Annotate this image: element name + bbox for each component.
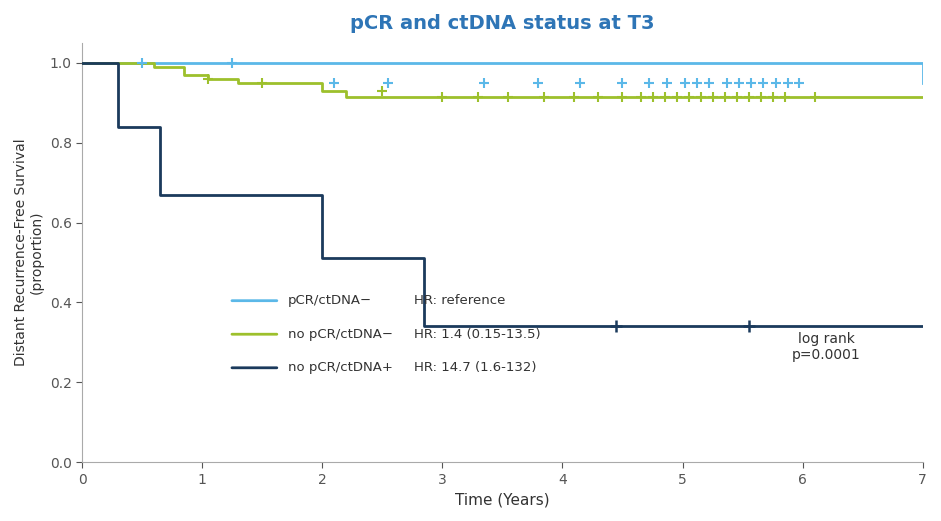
Title: pCR and ctDNA status at T3: pCR and ctDNA status at T3 (350, 14, 655, 33)
Text: log rank
p=0.0001: log rank p=0.0001 (791, 332, 860, 362)
X-axis label: Time (Years): Time (Years) (455, 492, 550, 507)
Text: HR: reference: HR: reference (414, 294, 505, 307)
Y-axis label: Distant Recurrence-Free Survival
(proportion): Distant Recurrence-Free Survival (propor… (14, 139, 44, 366)
Text: no pCR/ctDNA−: no pCR/ctDNA− (288, 328, 393, 341)
Text: pCR/ctDNA−: pCR/ctDNA− (288, 294, 372, 307)
Text: no pCR/ctDNA+: no pCR/ctDNA+ (288, 361, 393, 374)
Text: HR: 14.7 (1.6-132): HR: 14.7 (1.6-132) (414, 361, 536, 374)
Text: HR: 1.4 (0.15-13.5): HR: 1.4 (0.15-13.5) (414, 328, 541, 341)
